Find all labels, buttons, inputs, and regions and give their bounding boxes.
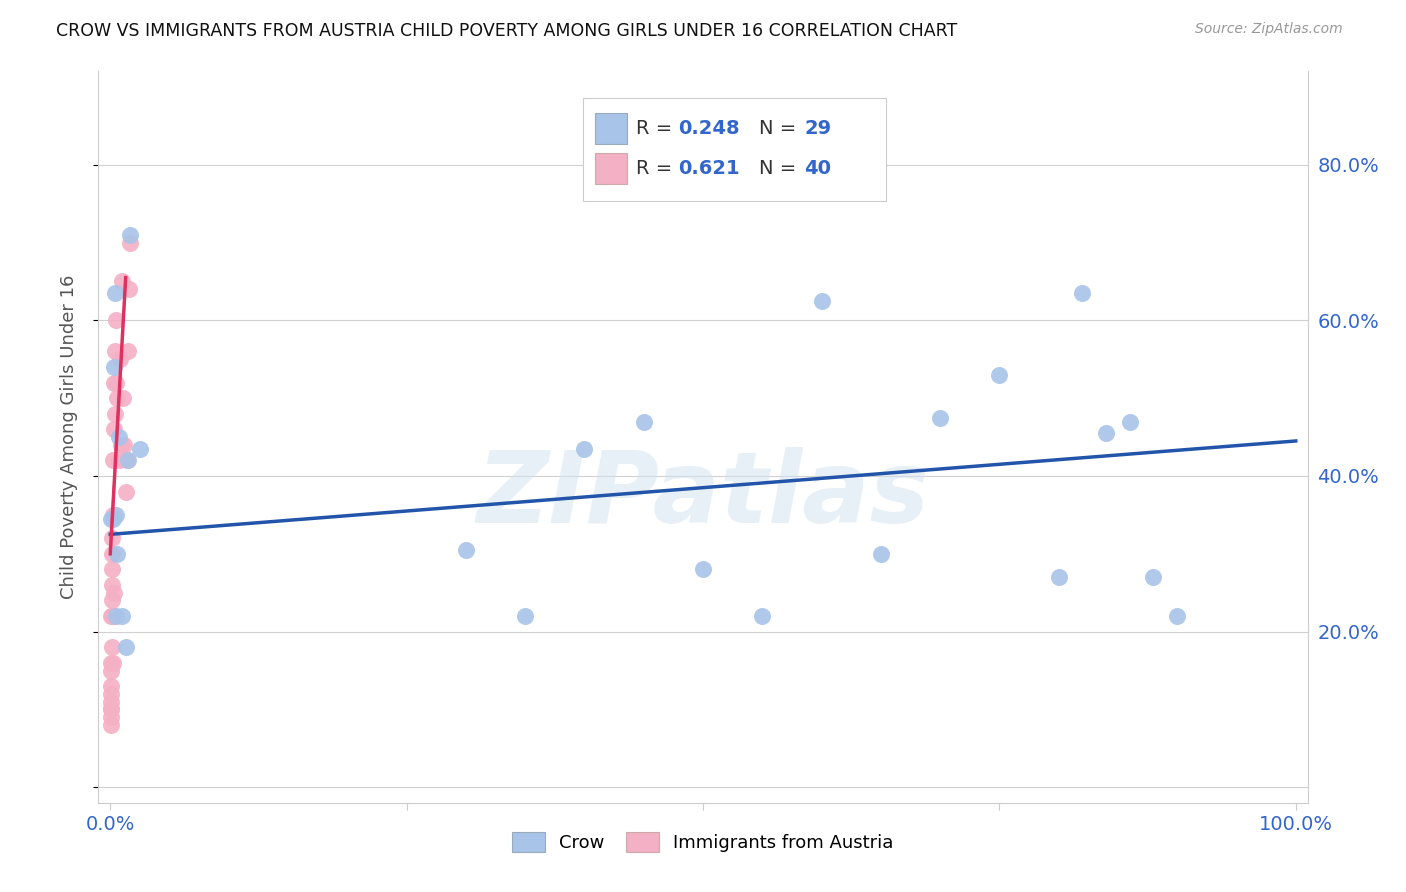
Point — [105, 547, 128, 561]
Point — [454, 542, 477, 557]
Point — [100, 609, 122, 624]
Point — [104, 344, 127, 359]
Point — [103, 422, 125, 436]
Point — [810, 293, 832, 308]
Point — [101, 656, 124, 670]
Point — [101, 453, 124, 467]
Point — [751, 609, 773, 624]
Point — [108, 352, 131, 367]
Point — [100, 679, 122, 693]
Point — [111, 609, 134, 624]
Point — [515, 609, 537, 624]
Point — [101, 508, 124, 522]
Point — [114, 484, 136, 499]
Point — [120, 227, 142, 242]
Point — [101, 531, 124, 545]
Point — [100, 718, 122, 732]
Point — [100, 664, 122, 678]
Point — [100, 656, 122, 670]
Point — [574, 442, 596, 456]
Text: N =: N = — [759, 160, 803, 178]
Point — [988, 368, 1011, 382]
Point — [101, 609, 124, 624]
Y-axis label: Child Poverty Among Girls Under 16: Child Poverty Among Girls Under 16 — [59, 275, 77, 599]
Point — [100, 512, 122, 526]
Point — [105, 391, 128, 405]
Point — [101, 512, 124, 526]
Point — [1095, 426, 1118, 441]
Point — [1119, 415, 1142, 429]
Point — [100, 609, 122, 624]
Point — [101, 562, 124, 576]
Point — [114, 438, 136, 452]
Point — [112, 391, 135, 405]
Point — [104, 407, 127, 421]
Point — [1166, 609, 1188, 624]
Point — [129, 442, 152, 456]
Point — [633, 415, 655, 429]
FancyBboxPatch shape — [595, 112, 627, 144]
Point — [105, 376, 128, 390]
Point — [1142, 570, 1164, 584]
Point — [103, 585, 125, 599]
Point — [105, 508, 128, 522]
Point — [114, 640, 136, 655]
Text: 0.621: 0.621 — [678, 160, 740, 178]
Text: ZIPatlas: ZIPatlas — [477, 447, 929, 544]
Point — [110, 438, 132, 452]
Point — [107, 453, 129, 467]
Point — [105, 313, 128, 327]
Point — [117, 453, 139, 467]
Point — [101, 593, 124, 607]
Point — [107, 430, 129, 444]
Point — [103, 376, 125, 390]
Point — [100, 710, 122, 724]
Point — [105, 609, 128, 624]
Text: 29: 29 — [804, 119, 831, 137]
FancyBboxPatch shape — [595, 153, 627, 185]
Point — [1047, 570, 1070, 584]
Point — [100, 695, 122, 709]
Point — [1071, 286, 1094, 301]
Text: R =: R = — [636, 119, 678, 137]
Point — [101, 547, 124, 561]
Point — [103, 359, 125, 374]
Point — [100, 702, 122, 716]
Point — [100, 702, 122, 716]
Point — [104, 286, 127, 301]
Text: 0.248: 0.248 — [678, 119, 740, 137]
Point — [111, 275, 134, 289]
Legend: Crow, Immigrants from Austria: Crow, Immigrants from Austria — [505, 825, 901, 860]
Text: Source: ZipAtlas.com: Source: ZipAtlas.com — [1195, 22, 1343, 37]
Point — [869, 547, 891, 561]
Point — [692, 562, 714, 576]
Point — [120, 235, 142, 250]
Point — [118, 282, 141, 296]
Point — [929, 410, 952, 425]
Point — [101, 640, 124, 655]
Point — [100, 687, 122, 701]
Point — [117, 344, 139, 359]
Point — [101, 578, 124, 592]
Text: CROW VS IMMIGRANTS FROM AUSTRIA CHILD POVERTY AMONG GIRLS UNDER 16 CORRELATION C: CROW VS IMMIGRANTS FROM AUSTRIA CHILD PO… — [56, 22, 957, 40]
Text: N =: N = — [759, 119, 803, 137]
Text: 40: 40 — [804, 160, 831, 178]
Text: R =: R = — [636, 160, 678, 178]
Point — [115, 453, 138, 467]
